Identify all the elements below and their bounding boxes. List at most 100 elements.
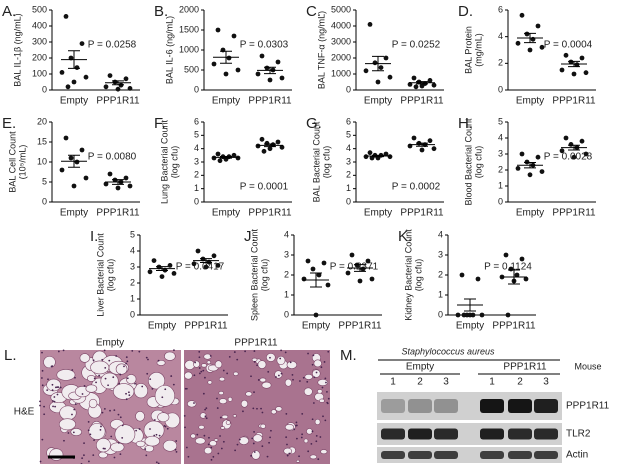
- data-point: [431, 146, 437, 152]
- data-point: [107, 171, 113, 177]
- alveolus: [115, 363, 128, 375]
- band-label: Actin: [566, 450, 588, 461]
- alveolus: [154, 385, 175, 407]
- nucleus: [128, 394, 131, 397]
- alveolus: [270, 409, 277, 415]
- data-point: [427, 138, 433, 144]
- nucleus: [141, 385, 144, 388]
- y-tick-label: 5: [194, 130, 199, 140]
- nucleus: [39, 460, 42, 463]
- nucleus: [312, 354, 315, 357]
- nucleus: [151, 387, 154, 390]
- y-tick-label: 3: [346, 156, 351, 166]
- data-point: [74, 65, 80, 70]
- data-point: [583, 151, 589, 157]
- nucleus: [288, 452, 291, 455]
- data-point: [231, 33, 237, 39]
- nucleus: [175, 440, 178, 442]
- nucleus: [307, 450, 310, 453]
- data-point: [363, 68, 369, 74]
- data-point: [259, 136, 265, 142]
- data-point: [301, 276, 307, 282]
- data-point: [195, 248, 201, 254]
- alveolus: [187, 400, 197, 408]
- nucleus: [71, 413, 73, 416]
- data-point: [59, 167, 65, 173]
- data-point: [74, 159, 80, 165]
- nucleus: [149, 378, 152, 381]
- nucleus: [125, 392, 127, 395]
- data-point: [71, 183, 77, 189]
- data-point: [574, 62, 580, 68]
- alveolus: [125, 374, 137, 385]
- nucleus: [43, 413, 46, 416]
- nucleus: [119, 416, 122, 419]
- data-point: [321, 260, 327, 266]
- y-tick-label: 0: [42, 84, 47, 94]
- data-point: [387, 154, 393, 160]
- data-point: [123, 76, 129, 82]
- y-tick-label: 500: [184, 64, 199, 74]
- data-point: [103, 181, 109, 187]
- nucleus: [104, 377, 107, 380]
- nucleus: [226, 372, 229, 375]
- alveolus: [238, 436, 249, 445]
- alveolus: [309, 454, 318, 460]
- nucleus: [198, 367, 201, 369]
- data-point: [363, 154, 369, 160]
- y-tick-label: 15: [37, 136, 47, 146]
- nucleus: [327, 397, 330, 400]
- y-tick-label: 3: [130, 261, 135, 271]
- nucleus: [52, 405, 54, 408]
- data-point: [59, 70, 65, 75]
- y-tick-label: 0: [194, 84, 199, 94]
- annotation: P = 0.0004: [544, 40, 593, 51]
- alveolus: [46, 378, 62, 392]
- nucleus: [198, 356, 201, 359]
- x-tick-label: Empty: [364, 208, 392, 219]
- nucleus: [153, 419, 156, 421]
- y-tick-label: 2: [346, 170, 351, 180]
- group-label: Empty: [406, 362, 434, 373]
- stain-label: H&E: [14, 407, 35, 418]
- nucleus: [293, 428, 296, 431]
- data-point: [151, 258, 157, 263]
- nucleus: [306, 380, 309, 383]
- y-tick-label: 4: [498, 132, 503, 142]
- nucleus: [222, 440, 225, 443]
- annotation: P = 0.0080: [88, 152, 137, 163]
- data-point: [505, 312, 511, 318]
- alveolus: [303, 387, 313, 396]
- band: [508, 451, 532, 459]
- nucleus: [202, 392, 205, 395]
- data-point: [310, 266, 316, 272]
- y-tick-label: 0: [42, 196, 47, 206]
- error-bar: [156, 266, 168, 272]
- y-tick-label: 400: [32, 20, 47, 30]
- error-bar: [568, 60, 580, 68]
- alveolus: [148, 371, 166, 390]
- alveolus: [320, 449, 328, 455]
- y-axis-label: Spleen Bacterial Count: [249, 228, 259, 321]
- data-point: [167, 263, 173, 268]
- band: [508, 428, 532, 440]
- data-point: [475, 276, 481, 282]
- data-point: [515, 40, 521, 46]
- nucleus: [317, 458, 320, 461]
- data-point: [539, 44, 545, 50]
- nucleus: [269, 436, 271, 439]
- x-tick-label: PPP1R11: [96, 96, 140, 107]
- y-tick-label: 1: [130, 293, 135, 303]
- y-axis-label: BAL IL-6 (ng/mL): [164, 16, 174, 84]
- lane-number: 1: [489, 377, 495, 388]
- lane-number: 3: [543, 377, 549, 388]
- alveolus: [184, 371, 193, 380]
- nucleus: [145, 454, 148, 457]
- nucleus: [212, 455, 215, 458]
- alveolus: [194, 437, 206, 445]
- nucleus: [100, 425, 102, 428]
- nucleus: [93, 377, 96, 380]
- annotation: P = 0.0002: [392, 182, 441, 193]
- histology-title: PPP1R11: [234, 338, 278, 349]
- nucleus: [209, 355, 212, 357]
